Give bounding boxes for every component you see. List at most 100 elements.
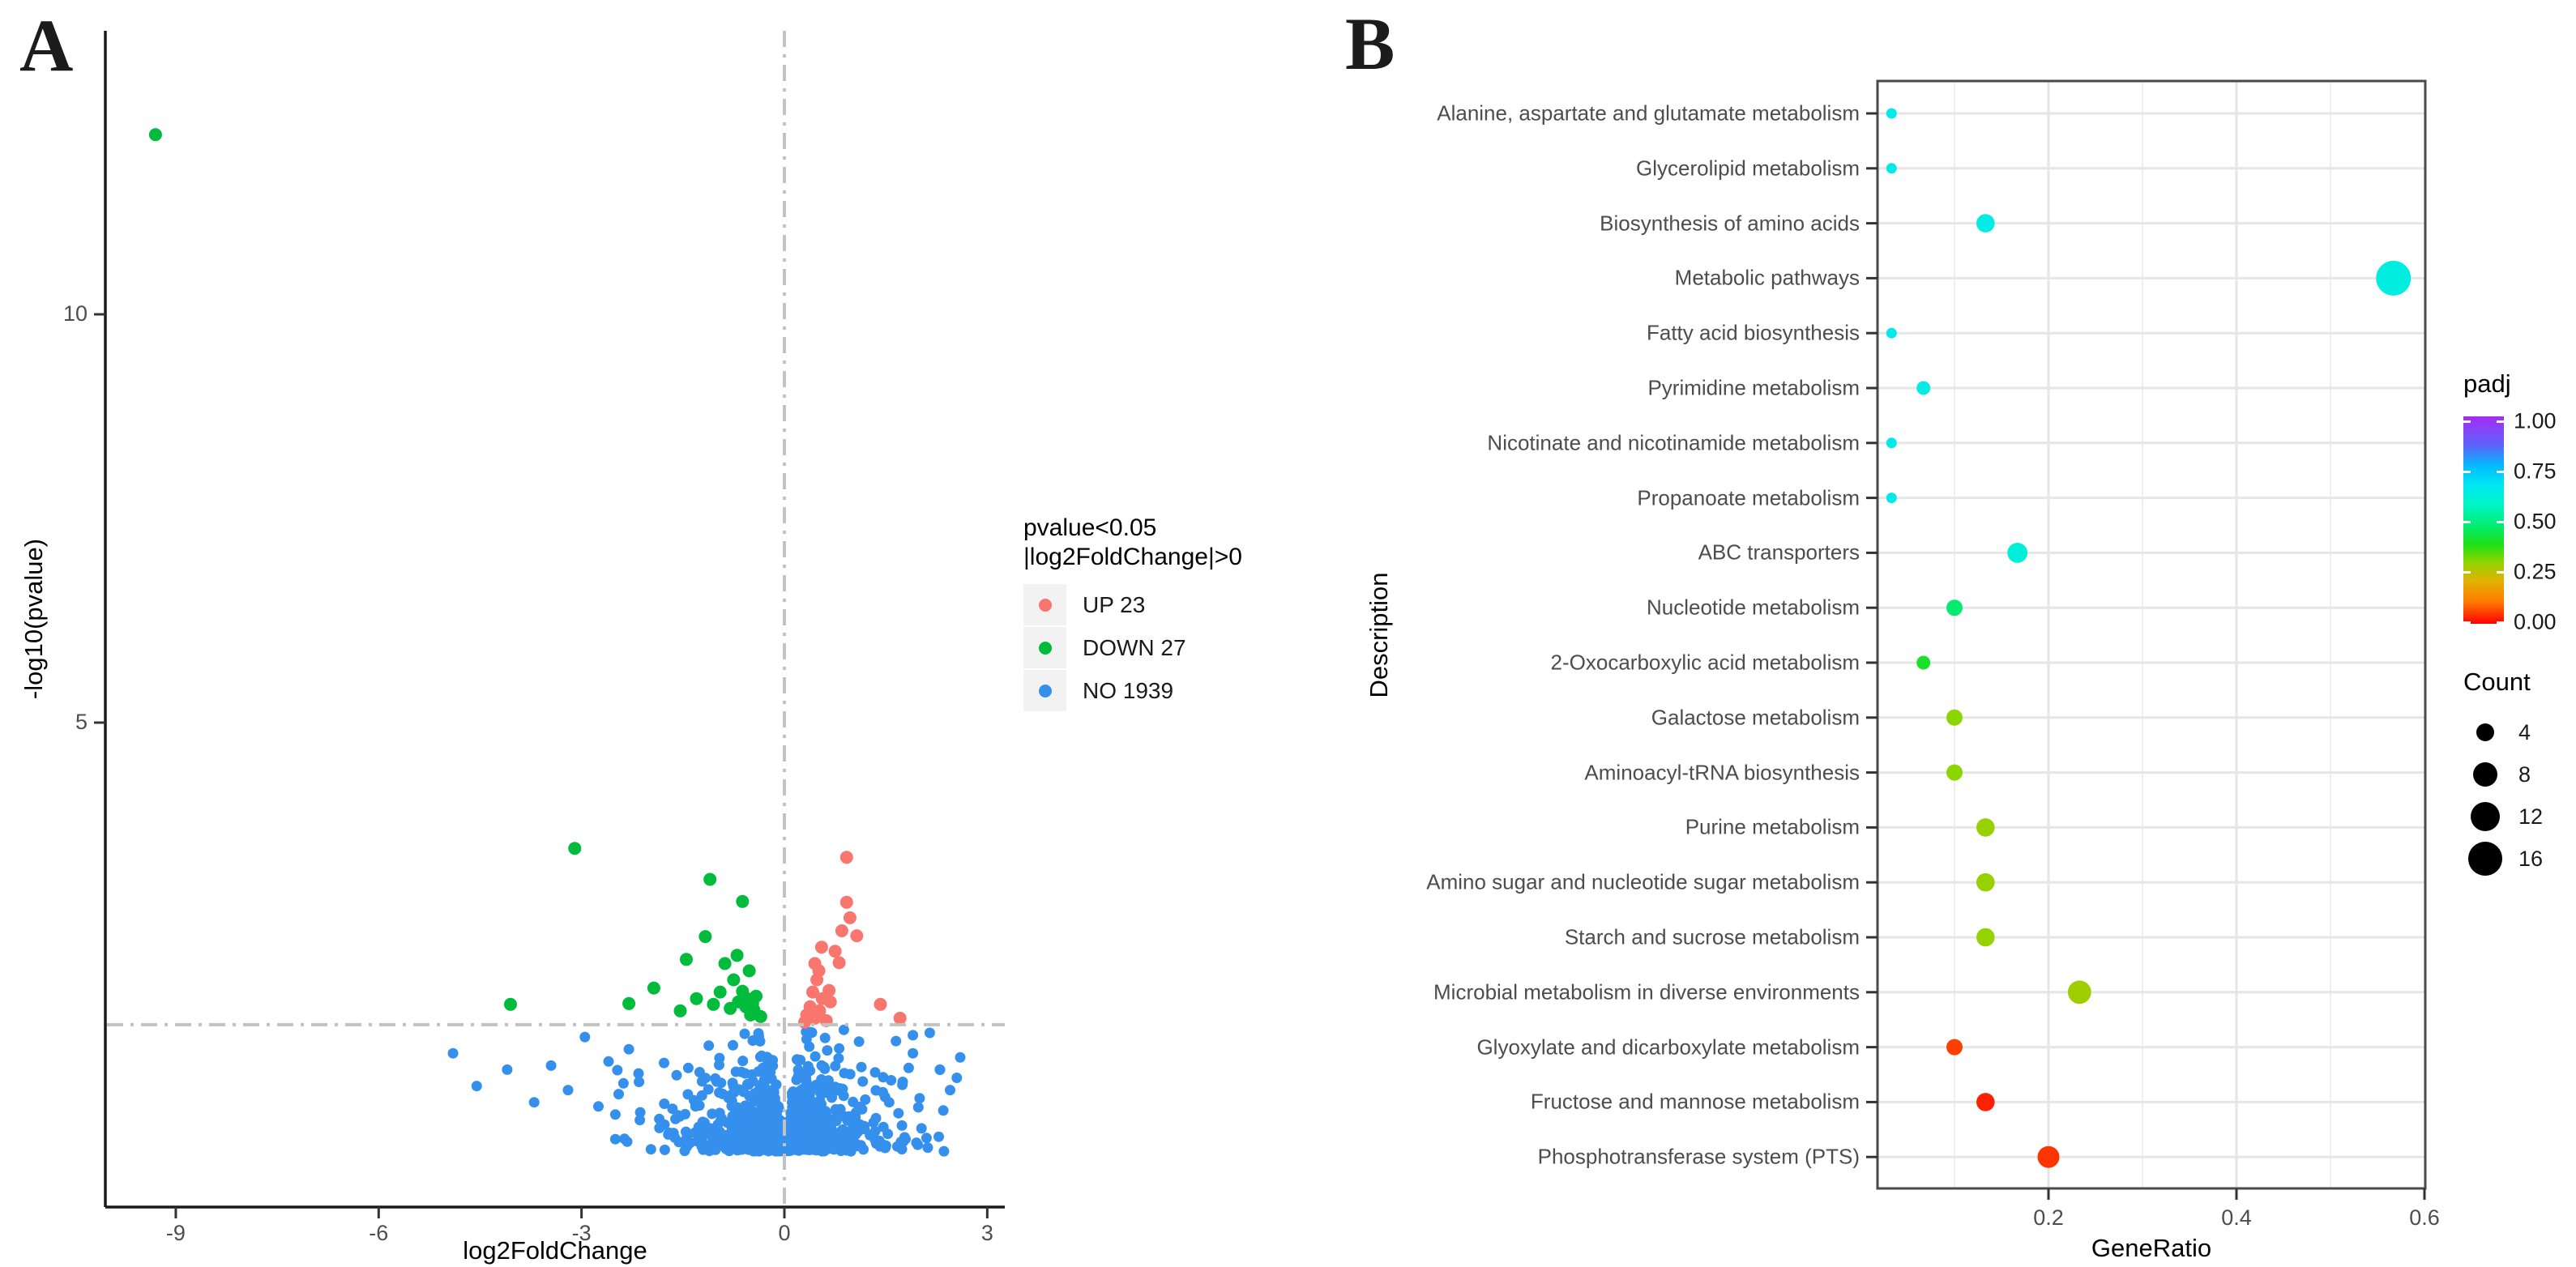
- panel-a-tag: A: [19, 4, 74, 87]
- volcano-y-tick-label: 10: [62, 301, 88, 326]
- pathway-dot: [1946, 709, 1963, 726]
- count-legend-item: 4: [2463, 711, 2576, 753]
- dotplot-x-tick-label: 0.4: [2221, 1205, 2252, 1231]
- legend-item-no: NO 1939: [1023, 669, 1242, 712]
- pathway-dot: [1916, 381, 1931, 395]
- padj-colorbar-tick: [2497, 420, 2504, 423]
- volcano-x-tick-label: -9: [165, 1221, 186, 1246]
- count-dot-icon: [2468, 842, 2502, 876]
- up-points-series: [798, 851, 907, 1029]
- padj-colorbar-tick: [2497, 521, 2504, 523]
- volcano-x-tick-label: -6: [369, 1221, 389, 1246]
- padj-colorbar-tick: [2463, 471, 2471, 473]
- pathway-dot: [2376, 260, 2412, 296]
- no-dot-icon: [1038, 684, 1052, 697]
- volcano-x-tick-label: -3: [571, 1221, 592, 1246]
- pathway-dot: [1976, 818, 1995, 837]
- padj-color-legend: padj 1.00 0.75 0.50 0.25 0.00: [2463, 369, 2576, 634]
- volcano-legend-title-line1: pvalue<0.05: [1023, 514, 1157, 541]
- volcano-legend: pvalue<0.05 |log2FoldChange|>0 UP 23 DOW…: [1023, 514, 1242, 712]
- pathway-label: Biosynthesis of amino acids: [1600, 211, 1860, 236]
- legend-key-no: [1023, 670, 1066, 711]
- volcano-x-axis-title: log2FoldChange: [463, 1236, 647, 1265]
- pathway-dots-series: [1886, 108, 2412, 1168]
- pathway-dot: [1946, 1039, 1963, 1056]
- count-dot-icon: [2470, 801, 2501, 832]
- pathway-dot: [1886, 437, 1897, 449]
- volcano-x-tick-label: 0: [778, 1221, 791, 1246]
- pathway-dot: [1886, 327, 1897, 339]
- count-legend-item: 16: [2463, 838, 2576, 880]
- pathway-dot: [2007, 543, 2028, 563]
- padj-colorbar-tick: [2497, 471, 2504, 473]
- volcano-y-tick-label: 5: [75, 710, 88, 735]
- padj-legend-tick-label: 0.75: [2514, 459, 2557, 484]
- count-legend-label: 8: [2518, 761, 2531, 787]
- pathway-label: Metabolic pathways: [1674, 266, 1860, 291]
- padj-legend-tick-label: 0.25: [2514, 559, 2557, 584]
- volcano-x-tick-label: 3: [980, 1221, 993, 1246]
- pathway-label: Aminoacyl-tRNA biosynthesis: [1584, 760, 1860, 785]
- dotplot-axes: [1866, 79, 2427, 1200]
- legend-label-down: DOWN 27: [1083, 634, 1186, 660]
- pathway-label: Fructose and mannose metabolism: [1530, 1090, 1860, 1115]
- legend-key-up: [1023, 584, 1066, 625]
- padj-legend-tick-label: 1.00: [2514, 408, 2557, 433]
- legend-label-no: NO 1939: [1083, 677, 1174, 703]
- legend-item-up: UP 23: [1023, 583, 1242, 626]
- pathway-label: ABC transporters: [1698, 540, 1860, 565]
- pathway-label: 2-Oxocarboxylic acid metabolism: [1550, 650, 1860, 675]
- pathway-label: Pyrimidine metabolism: [1647, 375, 1860, 400]
- panel-border: [1876, 79, 2427, 1190]
- count-legend-label: 12: [2518, 804, 2544, 829]
- pathway-label: Nucleotide metabolism: [1646, 595, 1860, 620]
- legend-item-down: DOWN 27: [1023, 626, 1242, 669]
- count-legend-title: Count: [2463, 668, 2531, 696]
- pathway-label: Amino sugar and nucleotide sugar metabol…: [1426, 869, 1860, 894]
- padj-colorbar-tick: [2463, 521, 2471, 523]
- dotplot-y-axis-title: Description: [1365, 572, 1393, 698]
- padj-colorbar-tick: [2463, 420, 2471, 423]
- pathway-dot: [2037, 1145, 2060, 1168]
- pathway-dot: [1916, 655, 1931, 670]
- down-points-series: [148, 128, 767, 1023]
- pathway-label: Microbial metabolism in diverse environm…: [1433, 979, 1860, 1005]
- pathway-label: Purine metabolism: [1685, 815, 1860, 840]
- pathway-label: Glyoxylate and dicarboxylate metabolism: [1476, 1035, 1860, 1060]
- count-dot-icon: [2472, 761, 2498, 787]
- pathway-dot: [1886, 493, 1897, 504]
- pathway-dot: [1946, 599, 1963, 616]
- volcano-y-axis-title: -log10(pvalue): [19, 538, 48, 700]
- padj-colorbar-wrap: 1.00 0.75 0.50 0.25 0.00: [2463, 409, 2557, 634]
- pathway-label: Nicotinate and nicotinamide metabolism: [1487, 430, 1860, 455]
- pathway-label: Fatty acid biosynthesis: [1646, 320, 1860, 345]
- padj-colorbar-tick: [2497, 571, 2504, 574]
- dotplot-x-axis-title: GeneRatio: [2091, 1234, 2212, 1262]
- count-size-legend: Count 4 8 12 16: [2463, 668, 2576, 880]
- count-legend-label: 16: [2518, 846, 2544, 871]
- padj-colorbar-tick: [2463, 571, 2471, 574]
- pathway-label: Phosphotransferase system (PTS): [1537, 1144, 1860, 1169]
- pathway-label: Propanoate metabolism: [1637, 485, 1860, 510]
- padj-legend-tick-label: 0.50: [2514, 509, 2557, 534]
- pathway-dot: [1946, 764, 1963, 781]
- padj-colorbar-tick: [2497, 621, 2504, 624]
- pathway-label: Galactose metabolism: [1651, 705, 1860, 730]
- pathway-dot: [1886, 163, 1897, 174]
- no-points-series: [447, 1024, 966, 1157]
- dotplot: [1866, 79, 2427, 1200]
- pathway-dot: [2067, 980, 2091, 1005]
- pathway-label: Alanine, aspartate and glutamate metabol…: [1437, 100, 1860, 126]
- pathway-dot: [1976, 214, 1995, 232]
- volcano-axes: [94, 31, 1005, 1218]
- padj-legend-title: padj: [2463, 369, 2511, 398]
- pathway-dot: [1976, 872, 1995, 892]
- pathway-label: Starch and sucrose metabolism: [1564, 924, 1860, 949]
- padj-legend-tick-label: 0.00: [2514, 609, 2557, 634]
- pathway-label: Glycerolipid metabolism: [1636, 156, 1860, 181]
- dotplot-x-tick-label: 0.2: [2033, 1205, 2064, 1231]
- dotplot-grid: [1878, 81, 2425, 1188]
- legend-key-down: [1023, 627, 1066, 668]
